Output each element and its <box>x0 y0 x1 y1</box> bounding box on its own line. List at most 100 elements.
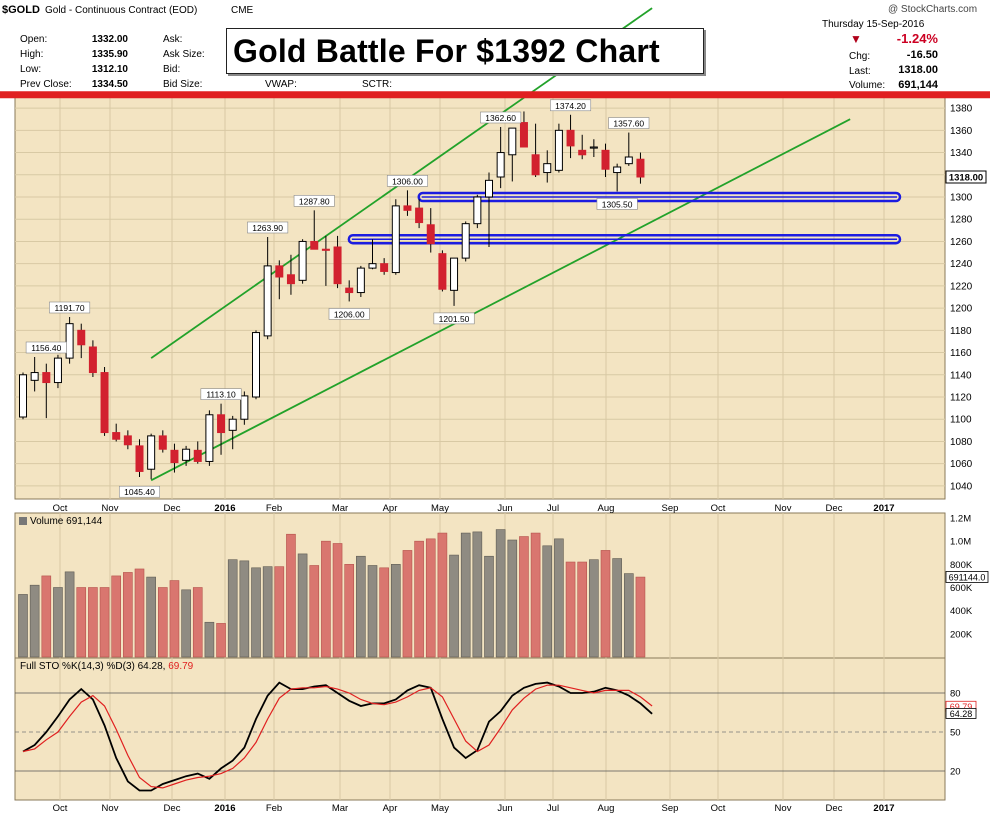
month-label: Sep <box>662 503 679 514</box>
volume-bar <box>495 529 506 658</box>
price-annotation-box <box>247 221 289 234</box>
prev-close-label: Prev Close: <box>20 79 72 90</box>
sctr-label: SCTR: <box>362 79 392 90</box>
month-label: Dec <box>164 503 181 514</box>
month-label: Aug <box>598 503 615 514</box>
candle-body <box>53 357 62 384</box>
candle-body <box>77 329 86 346</box>
candle-body <box>496 152 505 178</box>
volume-bar <box>239 560 250 658</box>
price-tick-label: 1120 <box>950 393 972 404</box>
candle-body <box>65 323 74 359</box>
volume-bar <box>565 561 576 658</box>
volume-bar <box>460 532 471 658</box>
grid-layer <box>15 95 945 800</box>
axes-layer: 1040 1060 1080 1100 1120 1140 1160 1180 1200 1220… <box>53 104 989 814</box>
candle-body <box>182 448 191 461</box>
price-tick-label: 1300 <box>950 193 973 204</box>
date-label: Thursday 15-Sep-2016 <box>822 19 925 30</box>
price-tick-label: 1220 <box>950 281 973 292</box>
month-label: 2017 <box>873 503 894 514</box>
price-tick-label: 1340 <box>950 148 973 159</box>
volume-tick-label: 800K <box>950 560 973 571</box>
stochastic-layer <box>22 681 653 792</box>
volume-bar <box>542 545 553 658</box>
bid-size-label: Bid Size: <box>163 79 203 90</box>
bid-label: Bid: <box>163 64 181 75</box>
price-tick-label: 1040 <box>950 481 973 492</box>
volume-bar <box>262 566 273 658</box>
candle-body <box>508 127 517 156</box>
candle-body <box>123 435 132 446</box>
month-label-lower: Oct <box>53 803 68 814</box>
price-annotation-box <box>119 485 161 498</box>
month-label-lower: Sep <box>662 803 679 814</box>
candle-body <box>356 267 365 294</box>
last-price-label: 1318.00 <box>949 173 983 184</box>
price-annotation-box <box>433 312 475 325</box>
volume-legend-icon <box>19 517 27 525</box>
candle-body <box>170 449 179 464</box>
volume-bar <box>402 550 413 658</box>
month-label-lower: Apr <box>383 803 398 814</box>
candle-body <box>205 414 214 462</box>
month-label-lower: Dec <box>164 803 181 814</box>
volume-tick-label: 600K <box>950 583 973 594</box>
month-label: Dec <box>826 503 843 514</box>
volume-bar <box>18 594 28 658</box>
prev-close-value: 1334.50 <box>91 79 128 90</box>
volume-bar <box>589 559 599 658</box>
volume-bar <box>134 568 145 658</box>
candle-body <box>158 435 167 450</box>
volume-bar <box>158 587 168 658</box>
volume-bar <box>29 584 40 658</box>
price-panel-background <box>14 94 946 500</box>
volume-bar <box>600 550 611 658</box>
sto-series-line <box>22 684 653 789</box>
change-label: Chg: <box>849 51 871 62</box>
candle-body <box>485 179 493 198</box>
stochastic-legend-d: 69.79 <box>168 661 193 672</box>
sto-tick-label: 20 <box>950 767 961 778</box>
candle-body <box>321 248 330 251</box>
price-annotation: 1305.50 <box>602 199 633 209</box>
volume-bar <box>204 621 215 658</box>
candle-body <box>450 257 459 291</box>
candle-body <box>543 163 552 174</box>
candle-body <box>601 149 610 170</box>
price-annotation-box <box>200 388 242 400</box>
candle-body <box>19 374 27 418</box>
volume-bars-layer <box>18 529 646 658</box>
candle-body <box>263 265 272 337</box>
last-label: Last: <box>849 66 871 77</box>
price-annotation-box <box>49 301 91 314</box>
month-label: Feb <box>266 503 282 514</box>
candle-body <box>333 246 342 285</box>
candle-body <box>286 274 295 285</box>
month-label-lower: Jul <box>547 803 559 814</box>
volume-bar <box>425 538 436 658</box>
price-tick-label: 1360 <box>950 126 973 137</box>
price-annotation-box <box>386 175 428 187</box>
candle-body <box>578 149 587 156</box>
low-label: Low: <box>20 64 42 75</box>
volume-bar <box>192 587 203 658</box>
month-label-lower: 2016 <box>214 803 235 814</box>
price-annotation: 1113.10 <box>206 390 236 400</box>
sto-tick-label: 80 <box>950 689 961 700</box>
month-label-lower: 2017 <box>873 803 894 814</box>
price-tick-label: 1140 <box>950 370 972 381</box>
candle-body <box>252 332 260 398</box>
stochastic-legend: Full STO %K(14,3) %D(3) 64.28, 69.79 <box>20 661 194 672</box>
volume-tick-label: 200K <box>950 629 973 640</box>
volume-bar <box>309 565 320 658</box>
price-annotation: 1045.40 <box>124 487 155 497</box>
volume-bar <box>344 564 355 658</box>
ask-label: Ask: <box>163 34 183 45</box>
month-label: 2016 <box>214 503 235 514</box>
last-volume-box <box>945 571 989 583</box>
candle-body <box>403 205 412 211</box>
low-value: 1312.10 <box>91 64 128 75</box>
candle-body <box>240 395 249 420</box>
change-value: -16.50 <box>906 49 938 61</box>
